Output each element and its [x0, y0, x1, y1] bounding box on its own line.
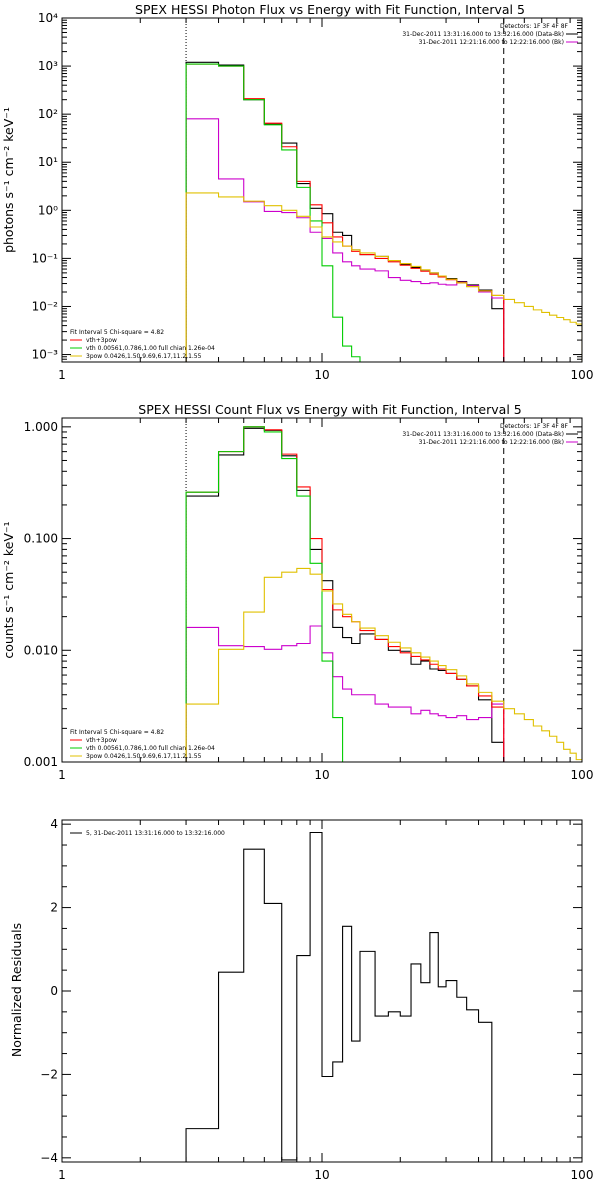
legend-entry-bk: 31-Dec-2011 12:21:16.000 to 12:22:16.000…	[419, 39, 564, 46]
legend-entry-vth: vth 0.00561,0.786,1.00 full chian 1.26e-…	[86, 745, 215, 752]
x-tick-label: 10	[314, 1168, 329, 1182]
y-tick-label: 0.100	[24, 532, 58, 546]
count-flux-panel: SPEX HESSI Count Flux vs Energy with Fit…	[1, 402, 594, 782]
x-tick-label: 1	[58, 768, 66, 782]
legend-header: Detectors: 1F 3F 4F 8F	[500, 23, 569, 30]
series-5-31-dec-2011-13-31-16-0	[185, 831, 504, 1162]
legend-entry-residuals: 5, 31-Dec-2011 13:31:16.000 to 13:32:16.…	[86, 830, 225, 837]
series-vth	[185, 63, 361, 362]
y-tick-label: 4	[50, 817, 58, 831]
x-tick-label: 100	[571, 1168, 594, 1182]
series-3pow	[185, 567, 582, 762]
y-tick-label: −2	[40, 1067, 58, 1081]
legend-entry-3pow: 3pow 0.0426,1.50,9.69,6.17,11.2,1.55	[86, 353, 202, 360]
photon-flux-panel: SPEX HESSI Photon Flux vs Energy with Fi…	[1, 2, 594, 382]
y-tick-label: 10⁴	[38, 11, 58, 25]
x-tick-label: 10	[314, 368, 329, 382]
series-data-bk	[185, 61, 505, 362]
legend-entry-fit: vth+3pow	[86, 337, 117, 344]
residuals-legend: 5, 31-Dec-2011 13:31:16.000 to 13:32:16.…	[70, 830, 225, 837]
fit-header: Fit Interval 5 Chi-square = 4.82	[70, 729, 164, 736]
count-flux-title: SPEX HESSI Count Flux vs Energy with Fit…	[138, 402, 521, 417]
legend-entry-fit: vth+3pow	[86, 737, 117, 744]
photon-flux-legend-left: Fit Interval 5 Chi-square = 4.82 vth+3po…	[70, 329, 215, 360]
count-flux-legend-right: Detectors: 1F 3F 4F 8F 31-Dec-2011 13:31…	[402, 423, 578, 446]
count-flux-ylabel: counts s⁻¹ cm⁻² keV⁻¹	[1, 521, 16, 658]
x-tick-label: 100	[571, 768, 594, 782]
legend-entry-data: 31-Dec-2011 13:31:16.000 to 13:32:16.000…	[402, 431, 564, 438]
x-tick-label: 10	[314, 768, 329, 782]
legend-entry-3pow: 3pow 0.0426,1.50,9.69,6.17,11.2,1.55	[86, 753, 202, 760]
residuals-panel: Normalized Residuals 1 10 100 −4 −2 0 2 4 5, 31…	[9, 817, 593, 1182]
series-bk	[185, 625, 505, 762]
count-flux-legend-left: Fit Interval 5 Chi-square = 4.82 vth+3po…	[70, 729, 215, 760]
y-tick-label: 0	[50, 984, 58, 998]
y-tick-label: 10³	[38, 59, 58, 73]
x-tick-label: 1	[58, 1168, 66, 1182]
y-tick-label: 2	[50, 901, 58, 915]
series-bk	[185, 118, 505, 362]
photon-flux-title: SPEX HESSI Photon Flux vs Energy with Fi…	[135, 2, 525, 17]
y-tick-label: 10⁻²	[32, 299, 59, 313]
fit-header: Fit Interval 5 Chi-square = 4.82	[70, 329, 164, 336]
series-vth-3pow	[185, 426, 505, 762]
y-tick-label: 10⁻³	[32, 348, 59, 362]
y-tick-label: 10¹	[38, 155, 58, 169]
legend-header: Detectors: 1F 3F 4F 8F	[500, 423, 569, 430]
y-tick-label: 1.000	[24, 420, 58, 434]
legend-entry-vth: vth 0.00561,0.786,1.00 full chian 1.26e-…	[86, 345, 215, 352]
y-tick-label: 10⁻¹	[32, 251, 59, 265]
y-tick-label: 0.010	[24, 643, 58, 657]
series-vth-3pow	[185, 63, 505, 362]
legend-entry-data: 31-Dec-2011 13:31:16.000 to 13:32:16.000…	[402, 31, 564, 38]
y-tick-label: 10²	[38, 107, 58, 121]
series-vth	[185, 426, 344, 762]
y-tick-label: −4	[40, 1151, 58, 1165]
photon-flux-legend-right: Detectors: 1F 3F 4F 8F 31-Dec-2011 13:31…	[402, 23, 578, 46]
series-data-bk	[185, 427, 505, 762]
x-tick-label: 1	[58, 368, 66, 382]
y-tick-label: 10⁰	[38, 203, 58, 217]
y-tick-label: 0.001	[24, 755, 58, 769]
x-tick-label: 100	[571, 368, 594, 382]
series-3pow	[185, 192, 582, 362]
photon-flux-ylabel: photons s⁻¹ cm⁻² keV⁻¹	[1, 107, 16, 253]
legend-entry-bk: 31-Dec-2011 12:21:16.000 to 12:22:16.000…	[419, 439, 564, 446]
residuals-ylabel: Normalized Residuals	[9, 923, 24, 1057]
